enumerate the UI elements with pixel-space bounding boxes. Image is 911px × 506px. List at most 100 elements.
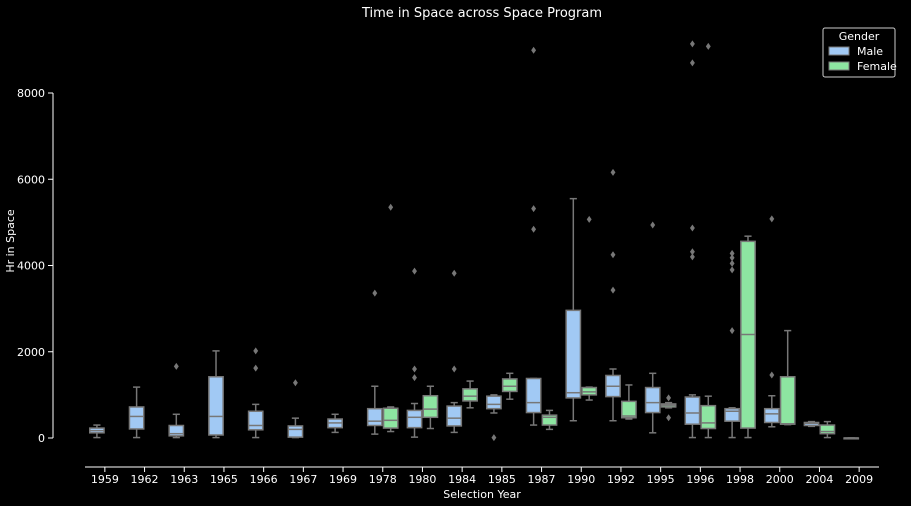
flier-point [729, 249, 735, 257]
flier-point [173, 362, 179, 370]
x-tick-label: 1992 [607, 473, 635, 486]
legend-swatch-female [828, 61, 850, 71]
box-body [287, 425, 304, 438]
legend: Gender Male Female [822, 27, 897, 78]
box-body [247, 410, 264, 431]
box-body [446, 405, 463, 427]
x-tick-label: 1962 [131, 473, 159, 486]
flier-point [531, 46, 537, 54]
box-male-1985 [486, 394, 502, 442]
box-male-1990 [565, 197, 582, 422]
flier-point [769, 371, 775, 379]
box-male-1959 [89, 424, 105, 439]
box-male-1995 [644, 221, 661, 434]
y-axis-title: Hr in Space [4, 209, 17, 273]
box-male-1965 [208, 350, 224, 439]
x-tick-label: 1996 [686, 473, 714, 486]
box-female-2004 [819, 420, 836, 439]
box-body [700, 404, 717, 430]
x-tick-label: 1963 [170, 473, 198, 486]
box-female-1996 [700, 42, 717, 439]
flier-point [292, 379, 298, 387]
box-body [620, 400, 637, 419]
flier-point [689, 40, 695, 48]
legend-label-male: Male [857, 45, 883, 58]
box-female-2000 [779, 329, 796, 426]
x-tick-label: 1978 [369, 473, 397, 486]
x-tick-label: 1965 [210, 473, 238, 486]
box-male-1963 [168, 362, 185, 439]
box-body [644, 386, 661, 414]
flier-point [689, 224, 695, 232]
box-male-1984 [446, 269, 463, 434]
box-male-1967 [287, 379, 304, 439]
box-female-1992 [620, 384, 637, 420]
flier-point [610, 251, 616, 259]
x-tick-label: 1998 [726, 473, 754, 486]
legend-title: Gender [839, 30, 880, 43]
x-tick-label: 1967 [289, 473, 317, 486]
flier-point [689, 253, 695, 261]
box-male-1978 [366, 289, 383, 435]
flier-point [451, 365, 457, 373]
flier-point [531, 225, 537, 233]
x-tick-label: 1995 [647, 473, 675, 486]
flier-point [666, 394, 672, 402]
x-tick-label: 1969 [329, 473, 357, 486]
flier-point [729, 259, 735, 267]
boxes [89, 40, 860, 442]
box-body [486, 395, 502, 410]
box-female-1998 [740, 235, 756, 439]
chart-title: Time in Space across Space Program [361, 6, 602, 21]
x-tick-label: 2009 [845, 473, 873, 486]
x-tick-label: 2000 [766, 473, 794, 486]
x-tick-label: 1980 [408, 473, 436, 486]
flier-point [689, 59, 695, 67]
box-body [422, 394, 439, 419]
x-tick-label: 1990 [567, 473, 595, 486]
box-female-1995 [660, 394, 677, 422]
flier-point [650, 221, 656, 229]
box-body [684, 396, 701, 425]
flier-point [491, 434, 497, 442]
flier-point [412, 267, 417, 275]
box-male-2000 [763, 215, 780, 428]
box-body [501, 378, 518, 393]
x-tick-label: 1959 [91, 473, 119, 486]
box-body [382, 407, 399, 429]
box-body [819, 424, 836, 435]
legend-swatch-male [828, 46, 850, 56]
y-tick-label: 8000 [17, 87, 45, 100]
box-body [406, 409, 423, 429]
x-tick-label: 1987 [528, 473, 556, 486]
axes: 0 2000 4000 6000 8000 1959 1962 1963 1965 1966 196… [17, 87, 879, 486]
y-tick-label: 6000 [17, 173, 45, 186]
flier-point [531, 205, 537, 213]
box-body [763, 407, 780, 424]
box-male-1998 [724, 249, 741, 439]
box-male-1996 [684, 40, 701, 439]
flier-point [729, 266, 735, 274]
box-male-1980 [406, 267, 423, 438]
box-female-1990 [581, 215, 598, 401]
flier-point [388, 203, 394, 211]
flier-point [586, 215, 592, 223]
flier-point [769, 215, 775, 223]
flier-point [253, 347, 259, 355]
flier-point [412, 365, 417, 373]
box-female-1985 [501, 372, 518, 400]
flier-point [729, 254, 735, 262]
flier-point [689, 248, 695, 256]
legend-label-female: Female [857, 60, 897, 73]
y-tick-label: 4000 [17, 260, 45, 273]
box-male-1992 [605, 168, 621, 422]
y-tick-label: 2000 [17, 346, 45, 359]
box-female-1987 [541, 409, 558, 431]
box-body [168, 424, 185, 437]
flier-point [666, 414, 672, 422]
box-male-2004 [803, 420, 820, 428]
box-male-1987 [525, 46, 542, 426]
box-male-1966 [247, 347, 264, 439]
box-body [525, 377, 542, 414]
